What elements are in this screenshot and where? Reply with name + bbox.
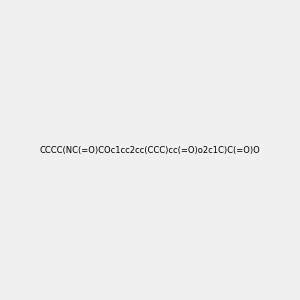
- Text: CCCC(NC(=O)COc1cc2cc(CCC)cc(=O)o2c1C)C(=O)O: CCCC(NC(=O)COc1cc2cc(CCC)cc(=O)o2c1C)C(=…: [40, 146, 260, 154]
